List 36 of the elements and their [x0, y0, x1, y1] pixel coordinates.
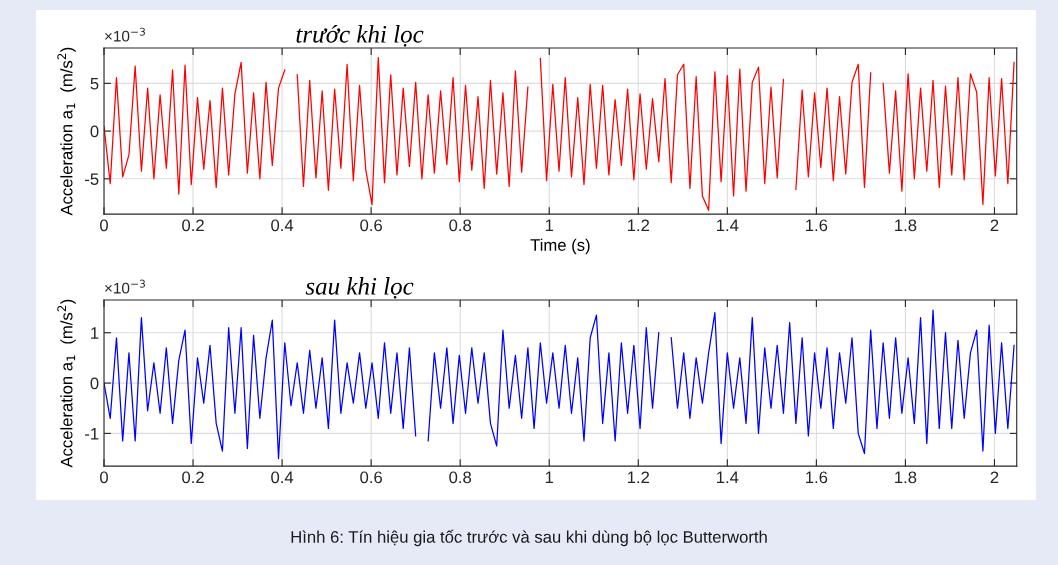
- x-tick-label: 0: [100, 219, 108, 232]
- y-tick-label: 0: [90, 125, 99, 138]
- x-tick-label: 0.4: [271, 219, 294, 232]
- text: ×10$^{−3}$: [105, 27, 145, 42]
- y-tick-label: 5: [90, 77, 99, 90]
- text: ×10$^{−3}$: [105, 279, 145, 294]
- x-tick-label: 1.8: [895, 219, 917, 232]
- x-tick-label: 2: [990, 219, 999, 232]
- x-tick-label: 0.6: [360, 471, 382, 484]
- y-tick-label: -5: [85, 173, 99, 186]
- x-tick-label: 1.2: [627, 219, 650, 232]
- x-tick-label: 2: [990, 471, 999, 484]
- chart-title: sau khi lọc: [305, 277, 414, 299]
- x-tick-label: 0.4: [271, 471, 294, 484]
- y-tick-label: 0: [90, 377, 99, 390]
- text: Hình 6: Tín hiệu gia tốc trước và sau khi dùng bộ lọc Butterworth: [291, 529, 767, 547]
- x-tick-label: 0.6: [360, 219, 382, 232]
- x-tick-label: 1.8: [895, 471, 917, 484]
- x-tick-label: 0.8: [449, 471, 472, 484]
- x-tick-label: 1.6: [806, 471, 828, 484]
- x-axis-title: Time (s): [530, 238, 590, 255]
- chart-title: trước khi lọc: [296, 25, 424, 47]
- x-tick-label: 0.8: [449, 219, 472, 232]
- y-tick-label: 1: [91, 327, 99, 339]
- x-tick-label: 1: [545, 471, 554, 484]
- y-axis-title: Acceleration a$_{1}$ (m/s$^{2}$): [57, 299, 76, 468]
- y-tick-label: -1: [85, 427, 99, 440]
- y-axis-title: Acceleration a$_{1}$ (m/s$^{2}$): [57, 47, 76, 216]
- x-tick-label: 0.2: [182, 219, 204, 232]
- x-tick-label: 0.2: [182, 471, 204, 484]
- x-tick-label: 0: [100, 471, 108, 484]
- x-tick-label: 1: [545, 219, 554, 232]
- x-tick-label: 1.2: [627, 471, 650, 484]
- x-tick-label: 1.4: [717, 471, 739, 484]
- x-tick-label: 1.4: [717, 219, 739, 232]
- x-tick-label: 1.6: [806, 219, 828, 232]
